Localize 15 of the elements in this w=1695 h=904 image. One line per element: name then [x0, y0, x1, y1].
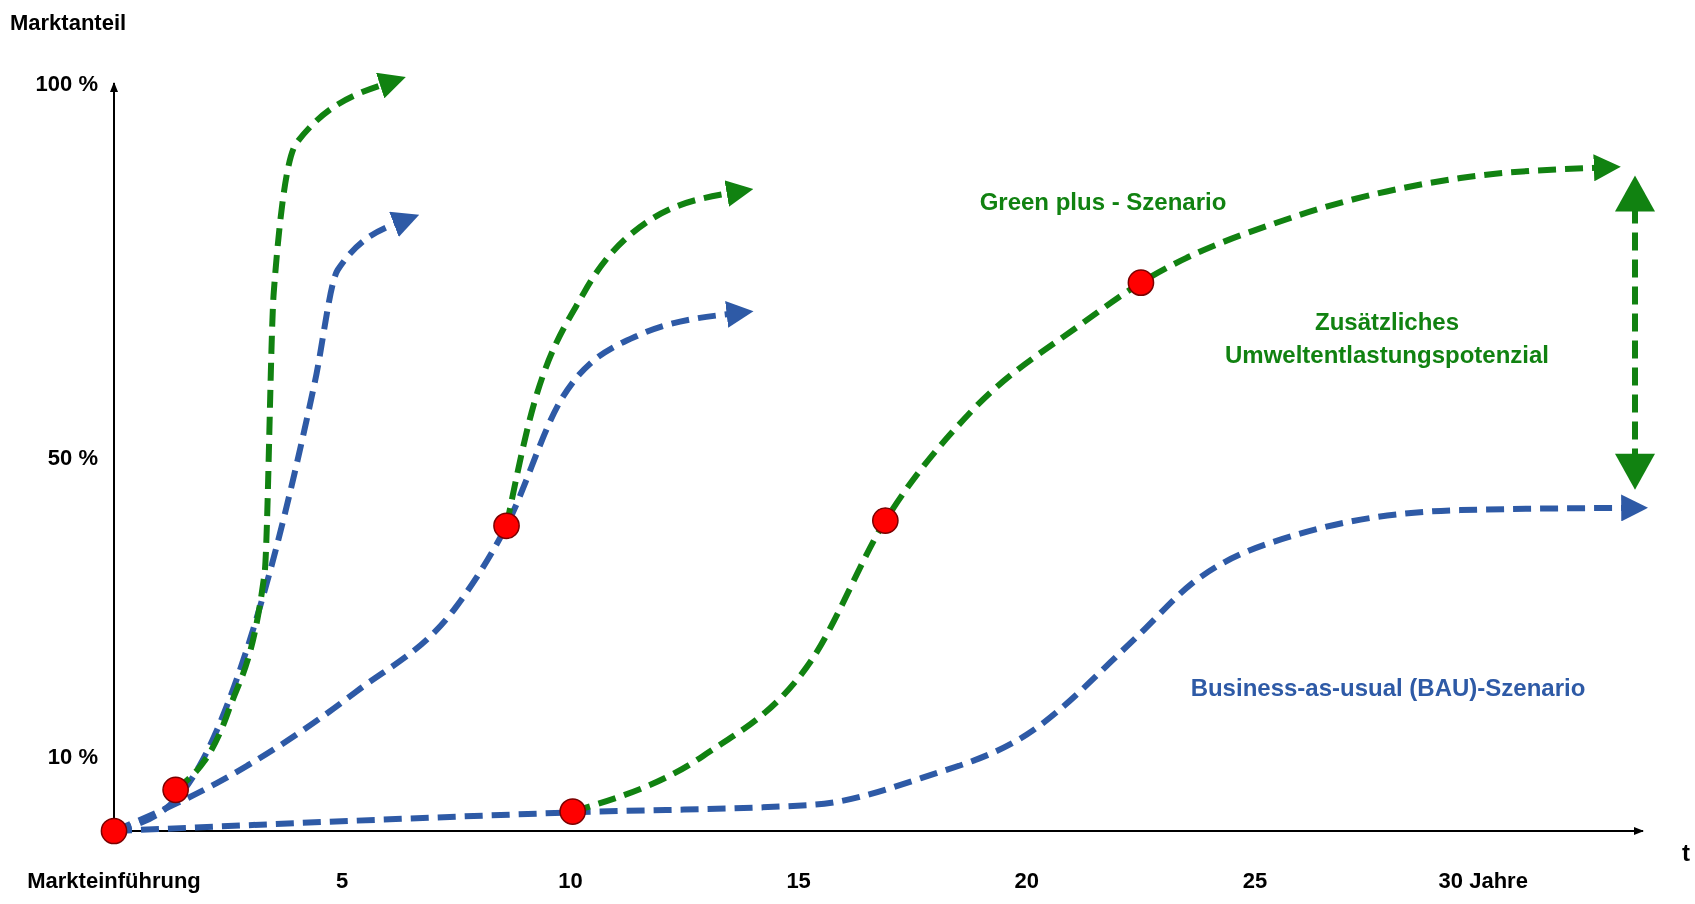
x-tick-label: 25	[1242, 868, 1268, 893]
x-tick-label: 15	[786, 868, 811, 893]
y-tick-label: 50 %	[47, 444, 98, 470]
y-tick-label: 100 %	[35, 70, 98, 96]
y-tick-label: 10 %	[47, 743, 98, 769]
annotation: Green plus - Szenario	[979, 188, 1227, 215]
x-axis-title: t	[1682, 839, 1690, 866]
x-tick-label: Markteinführung	[27, 868, 201, 893]
y-axis-title: Marktanteil	[10, 10, 127, 35]
x-tick-label: 5	[336, 868, 349, 893]
x-tick-label: 10	[558, 868, 583, 893]
annotation: Zusätzliches Umweltentlastungspotenzial	[1224, 308, 1550, 368]
x-tick-label: 20	[1014, 868, 1040, 893]
x-tick-label: 30 Jahre	[1438, 868, 1528, 893]
annotation: Business-as-usual (BAU)-Szenario	[1190, 674, 1586, 701]
